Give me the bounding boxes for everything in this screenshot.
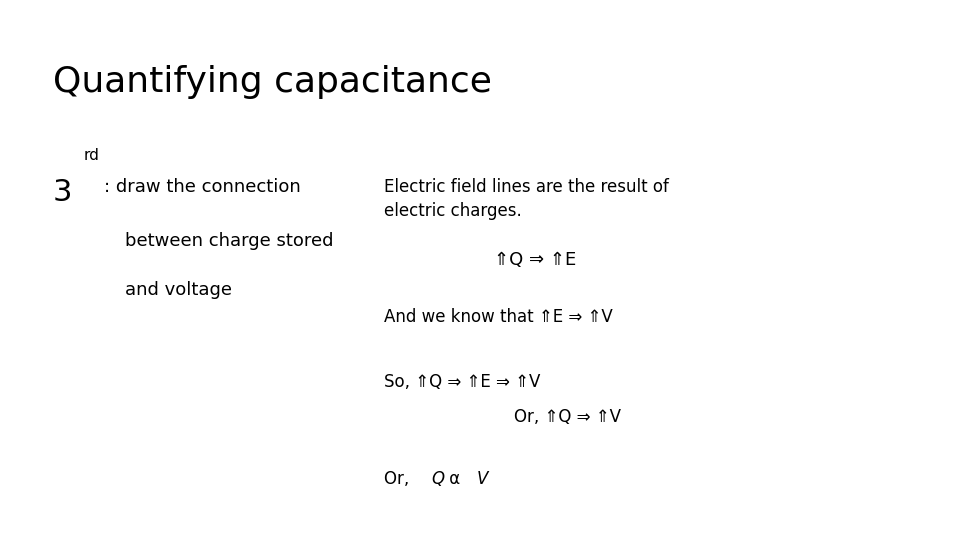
Text: Electric field lines are the result of
electric charges.: Electric field lines are the result of e… xyxy=(384,178,669,220)
Text: V: V xyxy=(477,470,489,488)
Text: ⇑Q ⇒ ⇑E: ⇑Q ⇒ ⇑E xyxy=(494,251,577,269)
Text: rd: rd xyxy=(84,148,100,164)
Text: And we know that ⇑E ⇒ ⇑V: And we know that ⇑E ⇒ ⇑V xyxy=(384,308,612,326)
Text: So, ⇑Q ⇒ ⇑E ⇒ ⇑V: So, ⇑Q ⇒ ⇑E ⇒ ⇑V xyxy=(384,373,540,390)
Text: : draw the connection: : draw the connection xyxy=(104,178,300,196)
Text: and voltage: and voltage xyxy=(125,281,231,299)
Text: 3: 3 xyxy=(53,178,72,207)
Text: α: α xyxy=(444,470,466,488)
Text: between charge stored: between charge stored xyxy=(125,232,333,250)
Text: Quantifying capacitance: Quantifying capacitance xyxy=(53,65,492,99)
Text: Or, ⇑Q ⇒ ⇑V: Or, ⇑Q ⇒ ⇑V xyxy=(514,408,620,426)
Text: Or,: Or, xyxy=(384,470,415,488)
Text: Q: Q xyxy=(431,470,444,488)
